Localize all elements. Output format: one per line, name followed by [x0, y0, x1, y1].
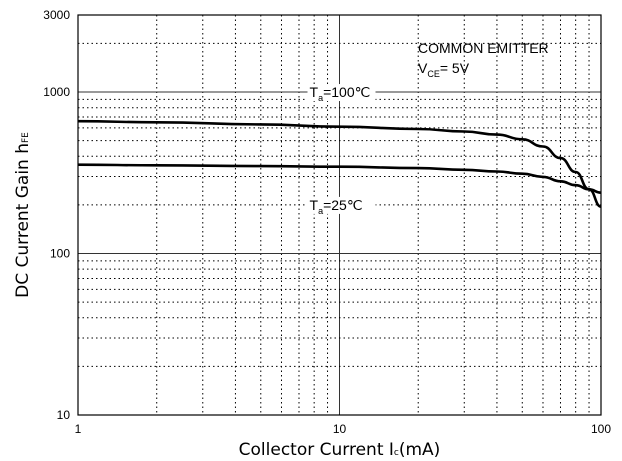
y-tick-label: 10 — [57, 408, 71, 422]
x-axis-title-main: Collector Current I — [239, 440, 394, 460]
series-label-sub: a — [318, 206, 323, 216]
y-tick-label: 1000 — [43, 85, 70, 99]
x-axis-title: Collector Current Ic(mA) — [239, 440, 441, 460]
series-label-0: Ta=100℃ — [310, 84, 371, 103]
series-label-sub: a — [318, 93, 323, 103]
tick-labels: 1 10 100 10 100 1000 3000 — [43, 8, 611, 436]
x-tick-label: 10 — [333, 422, 347, 436]
plot-frame — [77, 14, 602, 416]
y-axis-title-main: DC Current Gain h — [13, 143, 33, 298]
series-label-bg-1 — [307, 196, 376, 214]
y-axis-title: DC Current Gain hFE — [13, 132, 33, 298]
series-line-1 — [77, 163, 602, 194]
series-label-value: =25℃ — [323, 197, 362, 213]
y-tick-label: 3000 — [43, 8, 70, 22]
series-line-0 — [77, 119, 602, 208]
condition-line-2: VCE= 5V — [418, 60, 470, 79]
x-tick-label: 1 — [75, 422, 82, 436]
x-axis-title-sub: c — [394, 448, 399, 458]
y-axis-title-sub: FE — [21, 132, 31, 143]
series-label-t: T — [310, 197, 319, 213]
condition-line-1: COMMON EMITTER — [418, 40, 549, 56]
series-label-value: =100℃ — [323, 84, 370, 100]
series-label-bg-0 — [307, 84, 376, 102]
condition-annotation: COMMON EMITTER VCE= 5V — [418, 40, 549, 79]
series-label-t: T — [310, 84, 319, 100]
curves: Ta=100℃Ta=25℃ — [77, 84, 602, 216]
x-axis-title-unit: (mA) — [399, 440, 440, 460]
x-tick-label: 100 — [591, 422, 611, 436]
condition-v: V — [418, 60, 428, 76]
grid — [78, 15, 601, 415]
condition-sub: CE — [427, 69, 440, 79]
series-label-1: Ta=25℃ — [310, 197, 363, 216]
y-tick-label: 100 — [50, 247, 70, 261]
condition-value: = 5V — [440, 60, 470, 76]
